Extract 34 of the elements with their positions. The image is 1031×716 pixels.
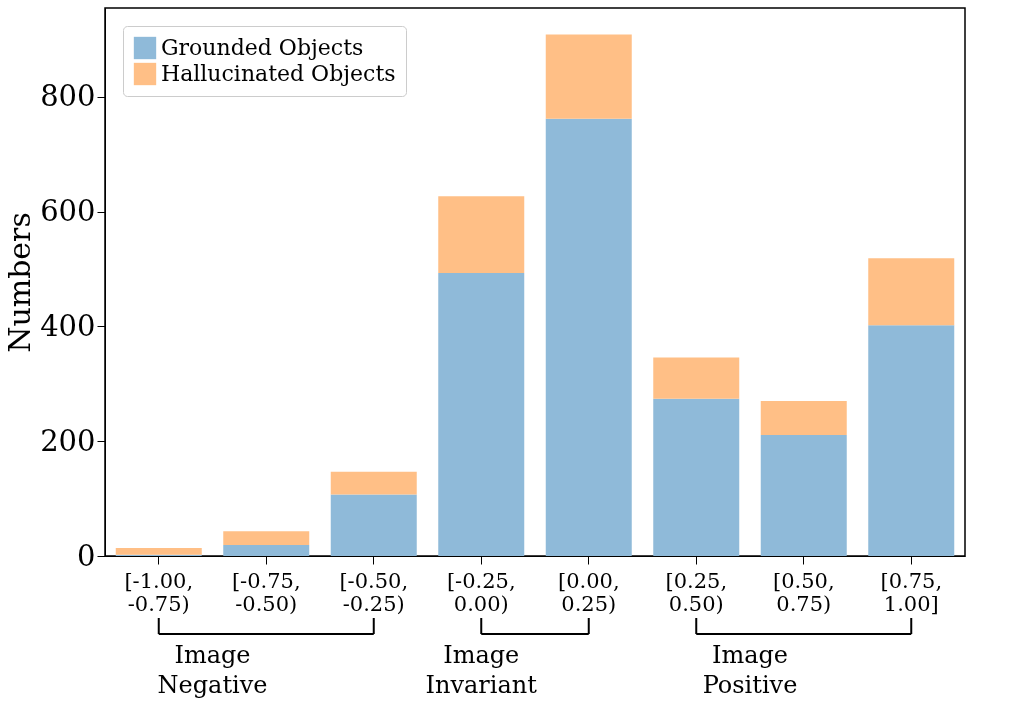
x-tick-label: [0.75, 1.00]	[880, 568, 943, 616]
legend-label: Hallucinated Objects	[161, 61, 396, 86]
x-tick-label: [-0.75, -0.50)	[231, 568, 301, 616]
bar	[760, 401, 847, 435]
bar	[760, 434, 847, 556]
x-tick-label: [0.00, 0.25)	[557, 568, 620, 616]
bar	[223, 531, 310, 546]
bar	[868, 325, 955, 556]
bar	[438, 273, 525, 556]
text: Image Positive	[702, 641, 798, 699]
bar	[868, 258, 955, 326]
bar	[653, 357, 740, 399]
x-tick-label: [-0.50, -0.25)	[339, 568, 409, 616]
y-tick-label: 200	[40, 423, 96, 458]
x-tick-label: [-1.00, -0.75)	[124, 568, 194, 616]
bar	[115, 547, 202, 555]
bar	[438, 196, 525, 274]
legend-label: Grounded Objects	[161, 35, 364, 60]
text: Image Invariant	[425, 641, 538, 699]
bar	[653, 398, 740, 556]
y-axis-title: Numbers	[2, 212, 38, 353]
bar	[545, 118, 632, 556]
text: Image Negative	[157, 641, 268, 699]
y-tick-label: 800	[40, 79, 96, 114]
x-tick-label: [0.25, 0.50)	[665, 568, 728, 616]
bar	[330, 471, 417, 495]
bar	[545, 34, 632, 119]
y-tick-label: 0	[77, 538, 96, 573]
bar	[330, 494, 417, 556]
y-tick-label: 400	[40, 308, 96, 343]
bar	[223, 545, 310, 556]
y-tick-label: 600	[40, 194, 96, 229]
x-tick-label: [0.50, 0.75)	[772, 568, 835, 616]
x-tick-label: [-0.25, 0.00)	[446, 568, 516, 616]
